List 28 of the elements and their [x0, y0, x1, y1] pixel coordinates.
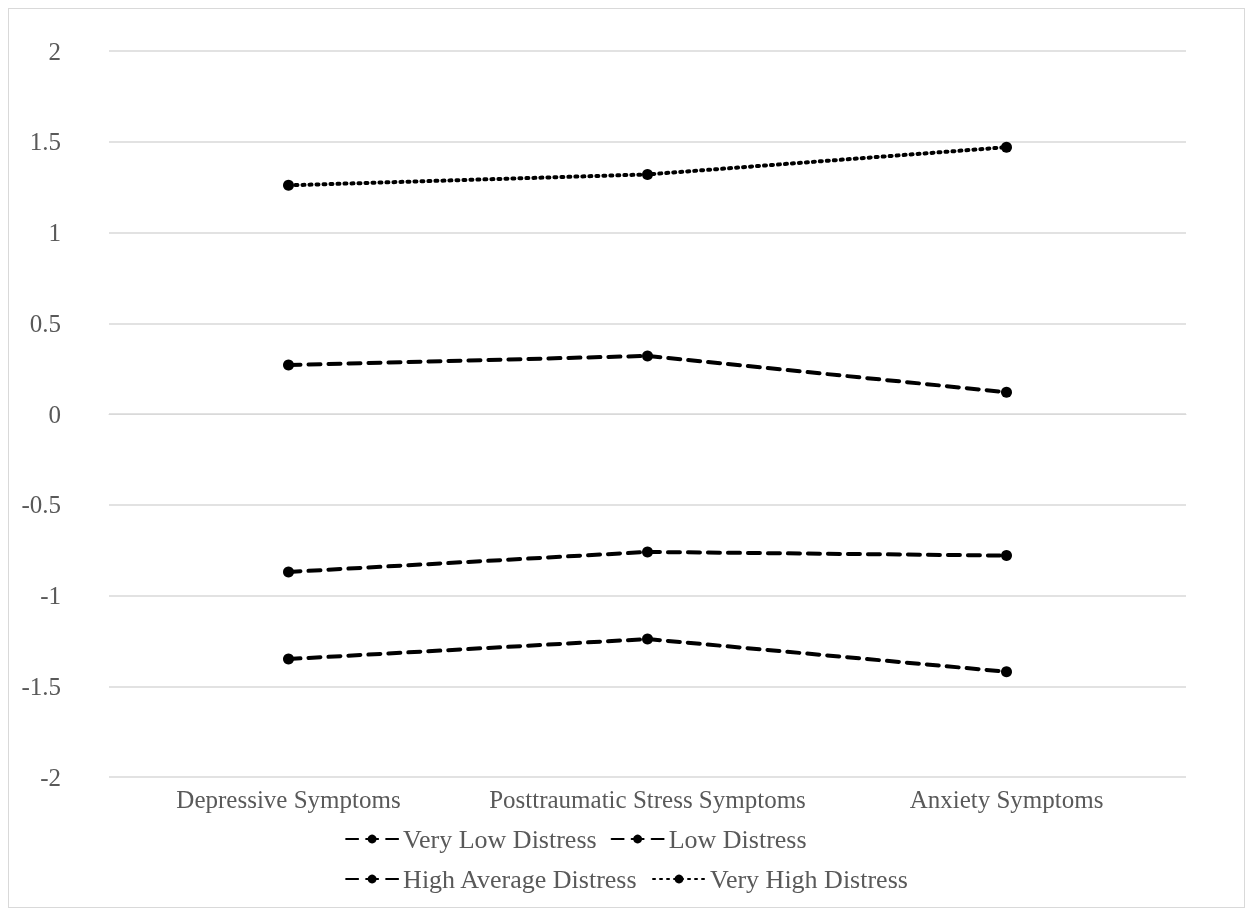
y-tick-label: 0: [48, 400, 61, 428]
legend-label: High Average Distress: [403, 864, 637, 894]
legend-label: Low Distress: [668, 824, 807, 854]
point: [642, 546, 653, 558]
y-tick-label: 1: [48, 219, 61, 246]
point: [283, 359, 294, 371]
x-tick-label: Posttraumatic Stress Symptoms: [489, 785, 806, 813]
x-tick-label: Depressive Symptoms: [176, 785, 401, 813]
point: [1001, 386, 1012, 398]
point: [642, 633, 653, 645]
y-tick-label: -0.5: [21, 491, 61, 519]
x-tick-label: Anxiety Symptoms: [909, 785, 1104, 813]
point: [283, 566, 294, 578]
point: [1001, 550, 1012, 562]
point: [283, 179, 294, 191]
point: [642, 350, 653, 362]
y-tick-label: -1: [40, 582, 61, 609]
point: [642, 168, 653, 180]
y-tick-label: -1.5: [21, 672, 61, 700]
point: [283, 653, 294, 665]
point: [1001, 141, 1012, 153]
y-tick-label: 1.5: [29, 128, 61, 156]
y-tick-label: 0.5: [29, 309, 61, 337]
point: [1001, 666, 1012, 678]
y-tick-label: -2: [40, 763, 61, 791]
legend-label: Very High Distress: [710, 864, 908, 894]
legend-label: Very Low Distress: [403, 824, 597, 854]
y-tick-label: 2: [48, 37, 61, 65]
